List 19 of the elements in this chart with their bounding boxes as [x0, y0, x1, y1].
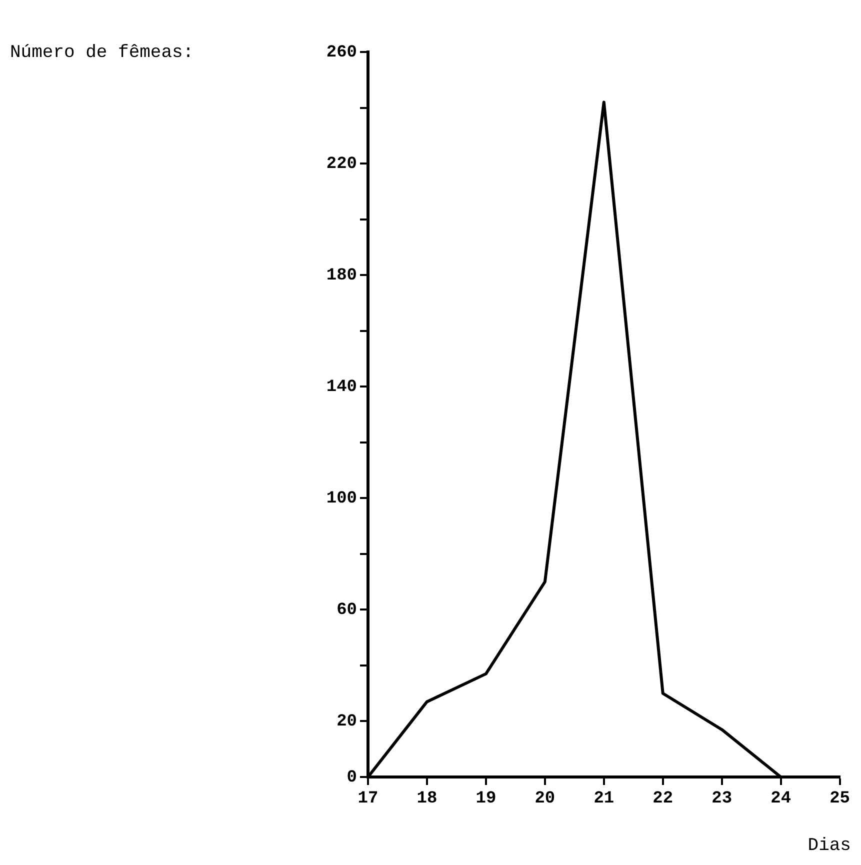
x-tick-label: 23 [712, 789, 732, 808]
x-tick-label: 21 [594, 789, 614, 808]
x-tick-label: 24 [770, 789, 792, 808]
y-tick-label: 0 [346, 768, 357, 788]
y-tick-label: 100 [326, 489, 357, 508]
x-tick-label: 17 [358, 789, 378, 808]
y-tick-label: 140 [326, 378, 357, 397]
text: Número de fêmeas: [10, 42, 194, 63]
x-axis-title: Dias [808, 836, 851, 856]
x-tick-label: 22 [652, 789, 674, 808]
y-tick-label: 220 [326, 154, 357, 174]
y-tick-label: 20 [336, 712, 357, 732]
x-tick-label: 18 [416, 789, 438, 808]
x-tick-label: 19 [476, 789, 496, 808]
y-tick-label: 180 [326, 266, 357, 286]
y-tick-label: 260 [326, 43, 357, 62]
y-tick-label: 60 [336, 600, 357, 620]
x-tick-label: 25 [830, 789, 850, 808]
x-tick-label: 20 [534, 789, 556, 808]
